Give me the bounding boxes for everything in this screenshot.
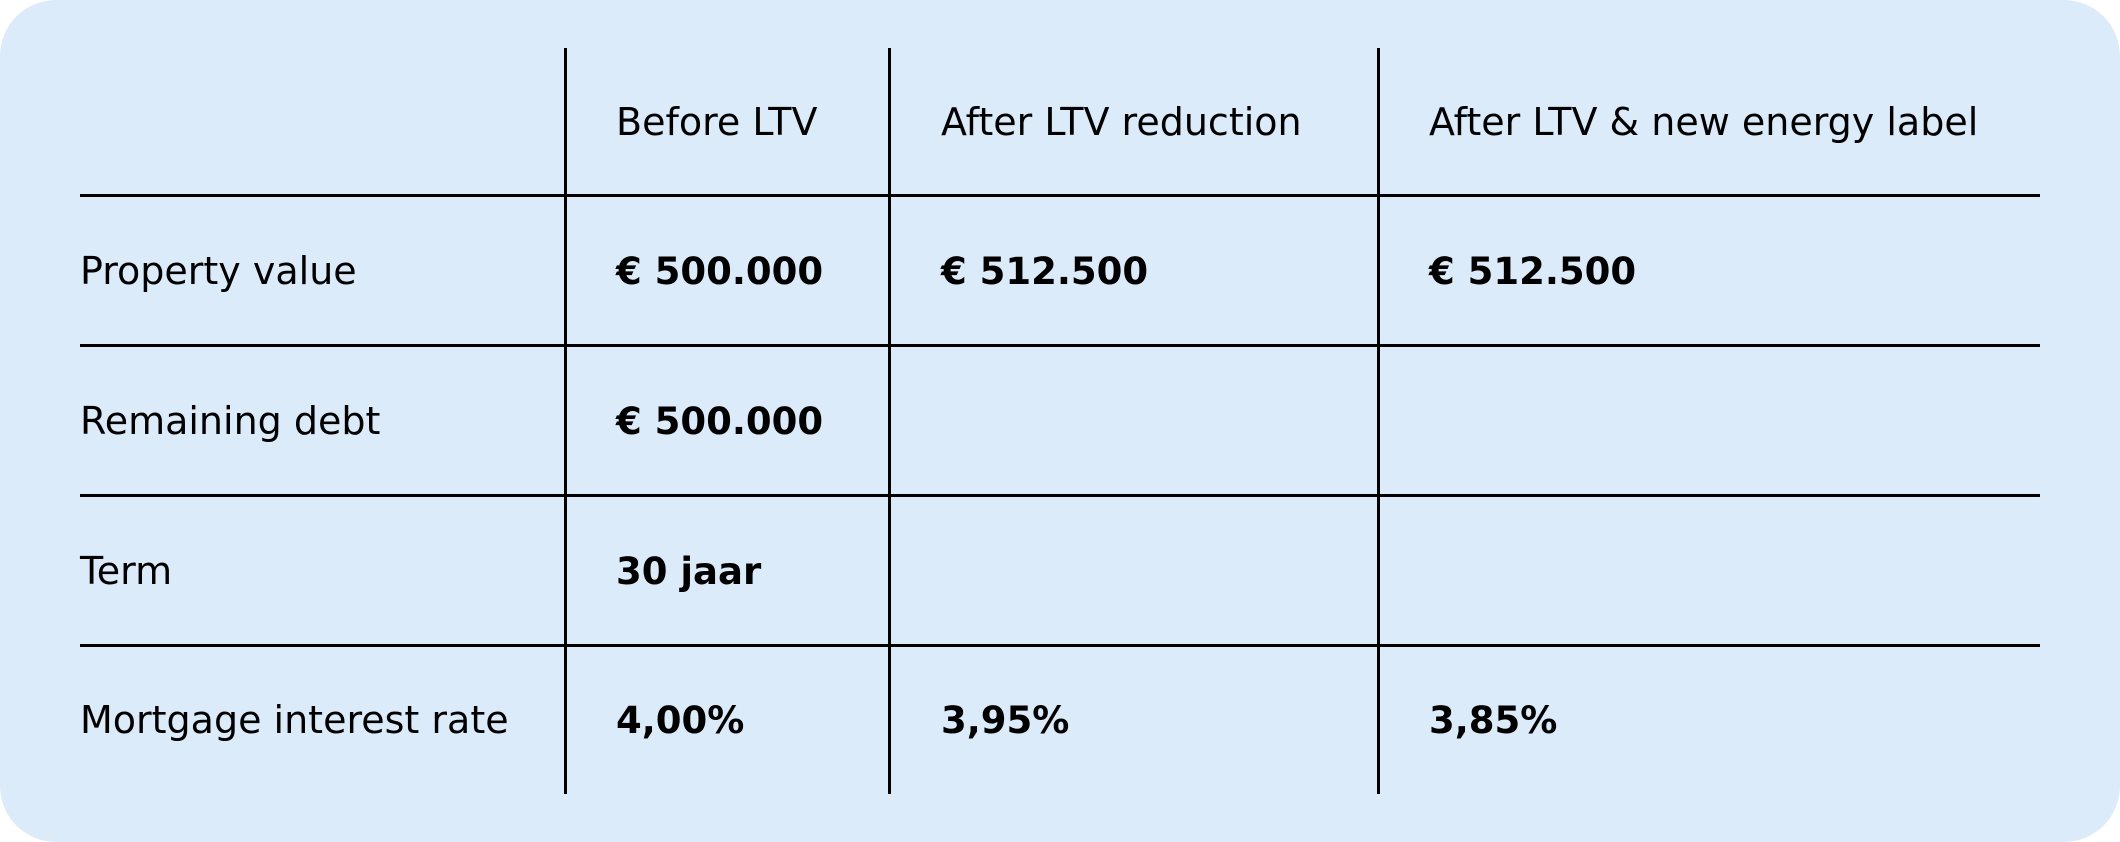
header-empty [80, 48, 565, 196]
cell-term-after-energy [1429, 496, 2029, 646]
row-label-property-value: Property value [80, 249, 357, 293]
header-after-ltv-reduction: After LTV reduction [941, 100, 1302, 144]
cell-property-value-before: € 500.000 [616, 249, 824, 293]
row-label-remaining-debt: Remaining debt [80, 399, 381, 443]
cell-remaining-debt-after-ltv [941, 346, 1401, 496]
column-divider-3 [1377, 48, 1380, 794]
cell-interest-rate-before: 4,00% [616, 698, 745, 742]
cell-remaining-debt-before: € 500.000 [616, 399, 824, 443]
row-label-term: Term [80, 549, 173, 593]
row-divider-1 [80, 194, 2040, 197]
header-after-ltv-energy-label: After LTV & new energy label [1429, 100, 1979, 144]
row-divider-4 [80, 644, 2040, 647]
cell-term-before: 30 jaar [616, 549, 762, 593]
cell-term-after-ltv [941, 496, 1401, 646]
cell-property-value-after-energy: € 512.500 [1429, 249, 1637, 293]
row-divider-3 [80, 494, 2040, 497]
cell-property-value-after-ltv: € 512.500 [941, 249, 1149, 293]
cell-remaining-debt-after-energy [1429, 346, 2029, 496]
column-divider-1 [564, 48, 567, 794]
column-divider-2 [888, 48, 891, 794]
comparison-table: Before LTV After LTV reduction After LTV… [80, 48, 2040, 794]
row-divider-2 [80, 344, 2040, 347]
header-before-ltv: Before LTV [616, 100, 818, 144]
cell-interest-rate-after-ltv: 3,95% [941, 698, 1070, 742]
cell-interest-rate-after-energy: 3,85% [1429, 698, 1558, 742]
row-label-mortgage-interest-rate: Mortgage interest rate [80, 698, 509, 742]
